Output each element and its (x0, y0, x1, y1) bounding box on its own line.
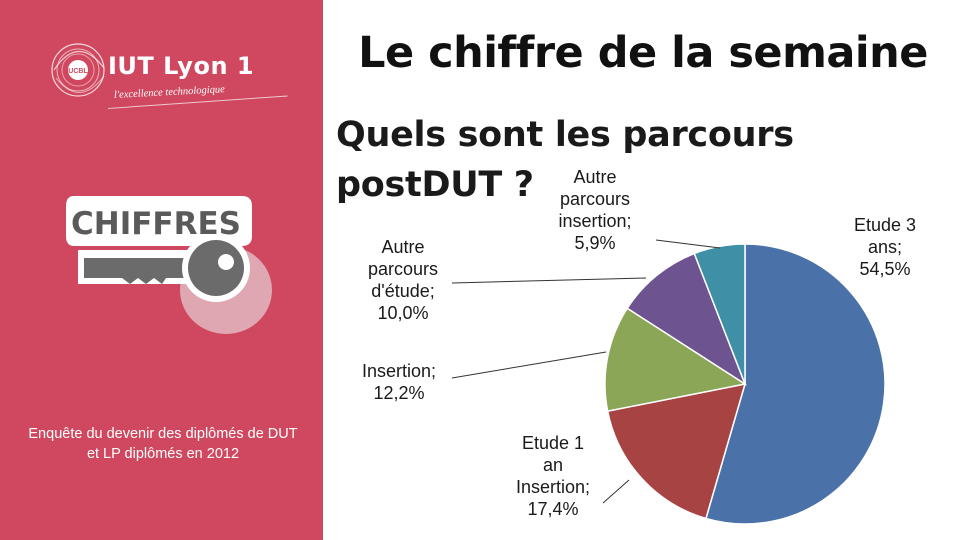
data-label: Etude 3 ans; 54,5% (830, 214, 940, 280)
pie-slice[interactable] (606, 383, 747, 520)
leader-line (451, 351, 607, 379)
data-label-line: insertion; (558, 211, 632, 231)
survey-footnote: Enquête du devenir des diplômés de DUT e… (28, 426, 298, 462)
pie-slice[interactable] (693, 243, 746, 385)
leader-line (655, 239, 721, 249)
logo-tagline: l'excellence technologique (113, 84, 226, 101)
data-label-line: Etude 3 (853, 215, 917, 235)
logo-name: IUT Lyon 1 (108, 52, 255, 80)
chiffres-key-badge: CHIFFRES (66, 196, 272, 334)
data-label-line: Autre (573, 167, 617, 187)
data-label-line: 5,9% (574, 233, 616, 253)
leader-line (602, 479, 630, 504)
badge-title: CHIFFRES (71, 206, 241, 242)
data-label-line: parcours (367, 259, 439, 279)
leader-line (451, 277, 647, 284)
data-label-line: an (542, 455, 564, 475)
key-icon (66, 196, 272, 334)
pie-chart (451, 239, 886, 525)
page-title: Le chiffre de la semaine (358, 28, 928, 78)
data-label-line: parcours (559, 189, 631, 209)
data-label-line: Etude 1 (521, 433, 585, 453)
data-label: Insertion; 12,2% (340, 360, 458, 404)
swirl-logo-icon: UCBL (51, 43, 105, 97)
pie-slice[interactable] (604, 307, 747, 412)
chart-title: Quels sont les parcours postDUT ? (336, 115, 794, 205)
sidebar: UCBL IUT Lyon 1 l'excellence technologiq… (0, 0, 323, 540)
data-label-line: 12,2% (373, 383, 425, 403)
data-label-line: ans; (867, 237, 903, 257)
iut-logo[interactable]: UCBL IUT Lyon 1 l'excellence technologiq… (48, 38, 298, 128)
data-label-line: 10,0% (377, 303, 429, 323)
data-label-line: Insertion; (515, 477, 591, 497)
logo-badge-text: UCBL (68, 68, 88, 75)
data-label-line: 54,5% (859, 259, 911, 279)
data-label-line: 17,4% (527, 499, 579, 519)
data-label: Etude 1 an Insertion; 17,4% (493, 432, 613, 520)
data-label: Autre parcours insertion; 5,9% (536, 166, 654, 254)
data-label-line: d'étude; (371, 281, 435, 301)
data-label: Autre parcours d'étude; 10,0% (344, 236, 462, 324)
pie-slice[interactable] (626, 252, 747, 386)
data-label-line: Insertion; (361, 361, 437, 381)
data-label-line: Autre (381, 237, 425, 257)
pie-slice[interactable] (705, 243, 886, 525)
